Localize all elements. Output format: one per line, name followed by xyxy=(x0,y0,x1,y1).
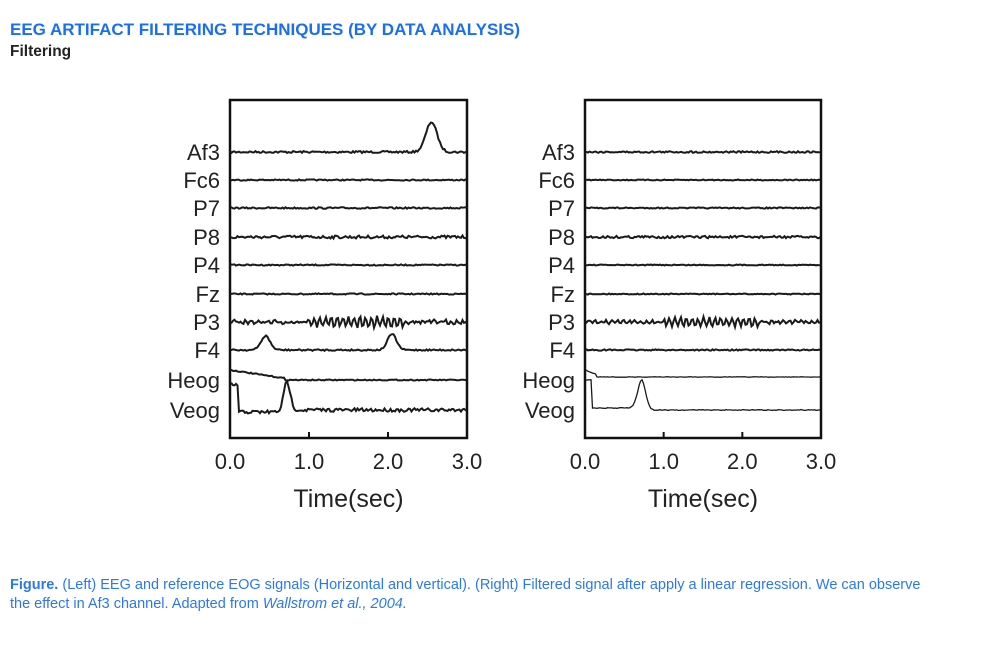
right-x-axis-label: Time(sec) xyxy=(648,485,758,513)
left-trace-p4 xyxy=(229,263,468,267)
right-trace-veog xyxy=(584,378,821,412)
left-trace-f4 xyxy=(229,333,467,353)
left-channel-label: Af3 xyxy=(187,140,220,165)
left-trace-p3 xyxy=(229,313,468,332)
left-x-tick-label: 0.0 xyxy=(215,449,246,474)
right-trace-heog xyxy=(584,369,821,378)
left-trace-p7 xyxy=(229,206,468,210)
eeg-figure: Af3 Fc6 P7 P8 P4 Fz P3 F4 Heog Veog 0.0 1.0 2.0 3.0 Ti… xyxy=(167,98,837,513)
left-channel-label: P7 xyxy=(193,196,220,221)
right-panel-frame xyxy=(583,98,823,440)
left-trace-fc6 xyxy=(229,178,468,182)
left-trace-veog xyxy=(229,378,468,415)
left-channel-label: Fc6 xyxy=(183,168,220,193)
right-trace-f4 xyxy=(584,348,821,352)
caption-lead: Figure. xyxy=(10,577,59,593)
right-channel-label: Fc6 xyxy=(538,168,575,193)
left-channel-label: P3 xyxy=(193,310,220,335)
left-trace-fz xyxy=(229,292,468,296)
right-trace-p3 xyxy=(584,313,821,331)
right-trace-af3 xyxy=(584,149,821,154)
right-channel-label: P7 xyxy=(548,196,575,221)
left-channel-label: Heog xyxy=(167,368,220,393)
left-x-tick-label: 1.0 xyxy=(294,449,325,474)
right-trace-p8 xyxy=(584,234,822,240)
right-channel-label: Heog xyxy=(522,368,575,393)
right-channel-label: P8 xyxy=(548,225,575,250)
left-trace-p8 xyxy=(229,233,468,241)
left-x-tick-label: 3.0 xyxy=(452,449,483,474)
left-trace-heog xyxy=(229,368,468,382)
right-trace-fz xyxy=(584,292,821,296)
section-subtitle: Filtering xyxy=(10,43,72,60)
page-title: EEG ARTIFACT FILTERING TECHNIQUES (BY DA… xyxy=(10,20,521,39)
left-trace-af3 xyxy=(229,121,468,155)
right-channel-label: Veog xyxy=(525,398,575,423)
right-channel-label: Fz xyxy=(551,282,575,307)
right-channel-label: P4 xyxy=(548,253,575,278)
left-channel-label: P8 xyxy=(193,225,220,250)
left-channel-label: Veog xyxy=(170,398,220,423)
caption-text: (Left) EEG and reference EOG signals (Ho… xyxy=(10,577,921,612)
right-trace-p7 xyxy=(584,206,821,210)
right-x-tick-label: 0.0 xyxy=(570,449,601,474)
right-channel-label: Af3 xyxy=(542,140,575,165)
right-trace-fc6 xyxy=(584,178,821,182)
left-channel-label: Fz xyxy=(196,282,220,307)
left-x-axis-label: Time(sec) xyxy=(293,485,403,513)
left-channel-label: P4 xyxy=(193,253,220,278)
right-x-tick-label: 2.0 xyxy=(727,449,758,474)
caption-citation: Wallstrom et al., 2004. xyxy=(262,596,407,612)
left-x-tick-label: 2.0 xyxy=(373,449,404,474)
right-channel-label: F4 xyxy=(549,338,575,363)
right-trace-p4 xyxy=(584,263,821,267)
left-channel-label: F4 xyxy=(194,338,220,363)
right-x-tick-label: 3.0 xyxy=(806,449,837,474)
right-channel-label: P3 xyxy=(548,310,575,335)
figure-caption: Figure. (Left) EEG and reference EOG sig… xyxy=(10,576,940,614)
left-panel-frame xyxy=(228,98,469,440)
right-x-tick-label: 1.0 xyxy=(648,449,679,474)
